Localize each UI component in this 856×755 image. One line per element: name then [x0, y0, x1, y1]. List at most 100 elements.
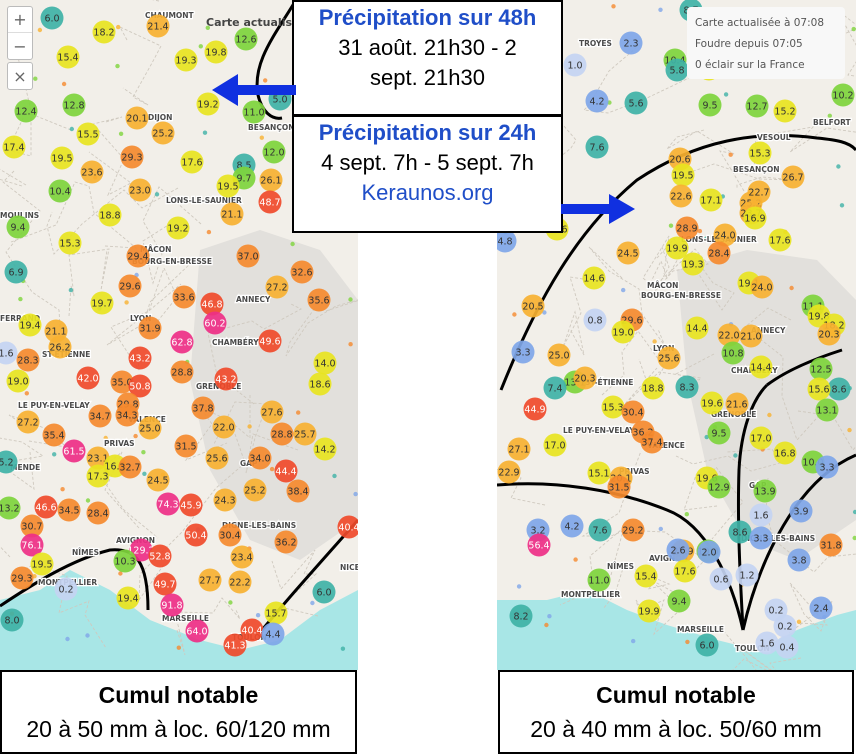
rain-marker[interactable]: 14.6 — [582, 266, 606, 290]
rain-marker[interactable]: 91.8 — [160, 593, 184, 617]
rain-marker[interactable]: 2.6 — [666, 538, 690, 562]
rain-marker[interactable]: 26.7 — [781, 165, 805, 189]
rain-marker[interactable]: 6.0 — [312, 580, 336, 604]
rain-marker[interactable]: 19.0 — [6, 369, 30, 393]
rain-marker[interactable]: 0.8 — [583, 308, 607, 332]
rain-marker[interactable]: 20.3 — [817, 322, 841, 346]
rain-marker[interactable]: 18.8 — [98, 203, 122, 227]
rain-marker[interactable]: 129.2 — [127, 538, 155, 562]
rain-marker[interactable]: 8.6 — [827, 377, 851, 401]
rain-marker[interactable]: 35.6 — [307, 288, 331, 312]
rain-marker[interactable]: 26.2 — [48, 335, 72, 359]
rain-marker[interactable]: 28.4 — [707, 241, 731, 265]
rain-marker[interactable]: 24.0 — [713, 223, 737, 247]
rain-marker[interactable]: 33.6 — [172, 285, 196, 309]
rain-marker[interactable]: 37.0 — [236, 244, 260, 268]
rain-marker[interactable]: 19.8 — [204, 40, 228, 64]
rain-marker[interactable]: 5.8 — [665, 58, 689, 82]
rain-marker[interactable]: 19.2 — [166, 216, 190, 240]
rain-marker[interactable]: 17.6 — [768, 228, 792, 252]
rain-marker[interactable]: 8.3 — [675, 375, 699, 399]
rain-marker[interactable]: 34.7 — [88, 404, 112, 428]
rain-marker[interactable]: 17.0 — [543, 433, 567, 457]
rain-marker[interactable]: 15.1 — [587, 461, 611, 485]
rain-marker[interactable]: 3.9 — [789, 499, 813, 523]
rain-marker[interactable]: 27.2 — [16, 410, 40, 434]
rain-marker[interactable]: 56.4 — [527, 533, 551, 557]
rain-marker[interactable]: 22.9 — [497, 460, 521, 484]
rain-marker[interactable]: 49.6 — [258, 329, 282, 353]
rain-marker[interactable]: 19.4 — [116, 586, 140, 610]
rain-marker[interactable]: 23.4 — [230, 545, 254, 569]
rain-marker[interactable]: 12.4 — [14, 99, 38, 123]
rain-marker[interactable]: 64.0 — [185, 619, 209, 643]
rain-marker[interactable]: 60.2 — [203, 311, 227, 335]
rain-marker[interactable]: 8.6 — [728, 520, 752, 544]
rain-marker[interactable]: 61.5 — [62, 439, 86, 463]
rain-marker[interactable]: 44.9 — [523, 397, 547, 421]
rain-marker[interactable]: 22.7 — [747, 180, 771, 204]
rain-marker[interactable]: 17.3 — [86, 464, 110, 488]
rain-marker[interactable]: 19.7 — [90, 291, 114, 315]
rain-marker[interactable]: 31.9 — [138, 316, 162, 340]
rain-marker[interactable]: 15.2 — [773, 99, 797, 123]
rain-marker[interactable]: 7.4 — [543, 376, 567, 400]
rain-marker[interactable]: 29.2 — [621, 518, 645, 542]
rain-marker[interactable]: 5.6 — [624, 91, 648, 115]
rain-marker[interactable]: 9.4 — [667, 589, 691, 613]
rain-marker[interactable]: 15.3 — [601, 395, 625, 419]
rain-marker[interactable]: 46.6 — [34, 495, 58, 519]
rain-marker[interactable]: 16.8 — [773, 441, 797, 465]
rain-marker[interactable]: 10.4 — [48, 179, 72, 203]
rain-marker[interactable]: 14.4 — [749, 355, 773, 379]
rain-marker[interactable]: 21.0 — [739, 324, 763, 348]
rain-marker[interactable]: 11.0 — [242, 100, 266, 124]
rain-marker[interactable]: 27.6 — [260, 400, 284, 424]
rain-marker[interactable]: 43.2 — [214, 367, 238, 391]
rain-marker[interactable]: 18.2 — [92, 20, 116, 44]
rain-marker[interactable]: 9.5 — [707, 421, 731, 445]
rain-marker[interactable]: 8.0 — [0, 608, 24, 632]
rain-marker[interactable]: 0.4 — [775, 635, 799, 659]
rain-marker[interactable]: 37.4 — [640, 430, 664, 454]
rain-marker[interactable]: 62.8 — [170, 330, 194, 354]
rain-marker[interactable]: 14.4 — [685, 316, 709, 340]
rain-marker[interactable]: 11.0 — [587, 568, 611, 592]
rain-marker[interactable]: 25.7 — [293, 422, 317, 446]
rain-marker[interactable]: 15.5 — [76, 122, 100, 146]
rain-marker[interactable]: 14.2 — [313, 437, 337, 461]
rain-marker[interactable]: 37.8 — [191, 396, 215, 420]
rain-marker[interactable]: 7.6 — [588, 518, 612, 542]
rain-marker[interactable]: 32.7 — [118, 455, 142, 479]
rain-marker[interactable]: 3.3 — [749, 526, 773, 550]
rain-marker[interactable]: 17.1 — [699, 188, 723, 212]
rain-marker[interactable]: 10.3 — [113, 549, 137, 573]
zoom-out-button[interactable]: − — [13, 36, 27, 56]
rain-marker[interactable]: 15.4 — [634, 564, 658, 588]
rain-marker[interactable]: 0.2 — [54, 577, 78, 601]
rain-marker[interactable]: 12.8 — [62, 93, 86, 117]
rain-marker[interactable]: 19.3 — [681, 252, 705, 276]
rain-marker[interactable]: 1.6 — [755, 631, 779, 655]
rain-marker[interactable]: 19.0 — [611, 320, 635, 344]
rain-marker[interactable]: 41.3 — [223, 633, 247, 657]
rain-marker[interactable]: 3.3 — [815, 455, 839, 479]
rain-marker[interactable]: 12.6 — [234, 27, 258, 51]
rain-marker[interactable]: 28.3 — [16, 348, 40, 372]
rain-marker[interactable]: 28.9 — [675, 216, 699, 240]
rain-marker[interactable]: 9.4 — [6, 215, 30, 239]
rain-marker[interactable]: 26.1 — [259, 168, 283, 192]
rain-marker[interactable]: 32.6 — [290, 260, 314, 284]
zoom-in-button[interactable]: + — [8, 7, 32, 33]
rain-marker[interactable]: 2.4 — [809, 596, 833, 620]
rain-marker[interactable]: 38.4 — [286, 479, 310, 503]
rain-marker[interactable]: 17.0 — [749, 426, 773, 450]
rain-marker[interactable]: 48.7 — [258, 190, 282, 214]
rain-marker[interactable]: 12.0 — [262, 140, 286, 164]
rain-marker[interactable]: 6.0 — [695, 633, 719, 657]
rain-marker[interactable]: 19.4 — [18, 313, 42, 337]
rain-marker[interactable]: 1.0 — [563, 53, 587, 77]
rain-marker[interactable]: 4.2 — [585, 89, 609, 113]
rain-marker[interactable]: 20.1 — [125, 106, 149, 130]
rain-marker[interactable]: 30.4 — [621, 400, 645, 424]
